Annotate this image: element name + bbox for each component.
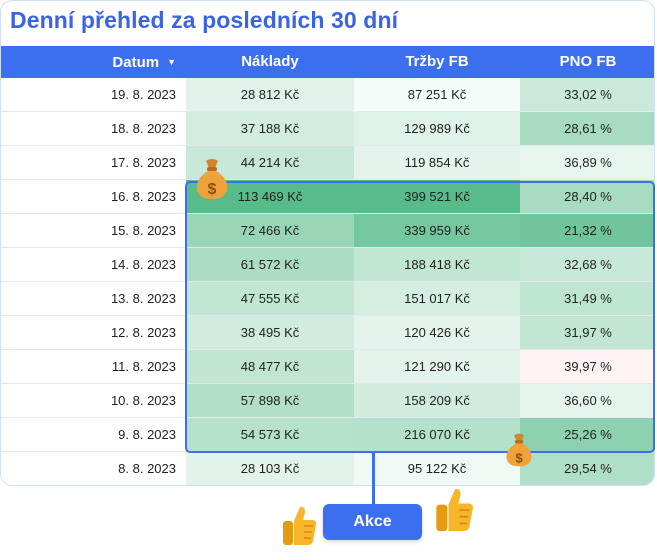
cell-pno: 31,97 % bbox=[520, 316, 654, 349]
table-row: 13. 8. 2023 47 555 Kč 151 017 Kč 31,49 % bbox=[1, 282, 654, 316]
column-header-label: Datum bbox=[112, 54, 160, 71]
cell-datum: 17. 8. 2023 bbox=[1, 146, 186, 179]
cell-trzby: 151 017 Kč bbox=[354, 282, 520, 315]
cell-naklady: 61 572 Kč bbox=[186, 248, 354, 281]
cell-trzby: 216 070 Kč bbox=[354, 418, 520, 451]
cell-datum: 8. 8. 2023 bbox=[1, 452, 186, 485]
cell-datum: 19. 8. 2023 bbox=[1, 78, 186, 111]
cell-naklady: 72 466 Kč bbox=[186, 214, 354, 247]
cell-naklady: 47 555 Kč bbox=[186, 282, 354, 315]
cell-pno: 36,89 % bbox=[520, 146, 654, 179]
cell-datum: 12. 8. 2023 bbox=[1, 316, 186, 349]
cell-trzby: 129 989 Kč bbox=[354, 112, 520, 145]
cell-naklady: 48 477 Kč bbox=[186, 350, 354, 383]
cell-datum: 15. 8. 2023 bbox=[1, 214, 186, 247]
cell-pno: 21,32 % bbox=[520, 214, 654, 247]
thumbs-up-icon bbox=[436, 488, 474, 532]
table-row: 10. 8. 2023 57 898 Kč 158 209 Kč 36,60 % bbox=[1, 384, 654, 418]
cell-trzby: 158 209 Kč bbox=[354, 384, 520, 417]
cell-trzby: 399 521 Kč bbox=[354, 180, 520, 213]
column-header-datum[interactable]: Datum ▼ bbox=[1, 46, 176, 78]
cell-trzby: 87 251 Kč bbox=[354, 78, 520, 111]
highlight-frame bbox=[185, 181, 655, 453]
cell-datum: 18. 8. 2023 bbox=[1, 112, 186, 145]
cell-datum: 11. 8. 2023 bbox=[1, 350, 186, 383]
column-header-naklady[interactable]: Náklady bbox=[241, 53, 299, 70]
table-row: 19. 8. 2023 28 812 Kč 87 251 Kč 33,02 % bbox=[1, 78, 654, 112]
cell-pno: 25,26 % bbox=[520, 418, 654, 451]
cell-pno: 33,02 % bbox=[520, 78, 654, 111]
cell-pno: 39,97 % bbox=[520, 350, 654, 383]
cell-trzby: 188 418 Kč bbox=[354, 248, 520, 281]
cell-naklady: 54 573 Kč bbox=[186, 418, 354, 451]
thumbs-up-icon bbox=[283, 506, 317, 545]
cell-pno: 32,68 % bbox=[520, 248, 654, 281]
cell-pno: 29,54 % bbox=[520, 452, 654, 485]
svg-text:$: $ bbox=[515, 450, 523, 465]
report-card: Denní přehled za posledních 30 dní Datum… bbox=[0, 0, 655, 486]
table-row: 17. 8. 2023 44 214 Kč 119 854 Kč 36,89 % bbox=[1, 146, 654, 180]
cell-pno: 28,40 % bbox=[520, 180, 654, 213]
cell-pno: 36,60 % bbox=[520, 384, 654, 417]
cell-datum: 9. 8. 2023 bbox=[1, 418, 186, 451]
cell-datum: 10. 8. 2023 bbox=[1, 384, 186, 417]
money-bag-icon: $ bbox=[196, 159, 228, 199]
svg-text:$: $ bbox=[208, 181, 217, 198]
connector-line bbox=[372, 452, 375, 504]
cell-datum: 13. 8. 2023 bbox=[1, 282, 186, 315]
cell-trzby: 95 122 Kč bbox=[354, 452, 520, 485]
cell-naklady: 38 495 Kč bbox=[186, 316, 354, 349]
cell-trzby: 119 854 Kč bbox=[354, 146, 520, 179]
cell-trzby: 120 426 Kč bbox=[354, 316, 520, 349]
action-button[interactable]: Akce bbox=[323, 504, 422, 540]
table-row: 16. 8. 2023 113 469 Kč 399 521 Kč 28,40 % bbox=[1, 180, 654, 214]
money-bag-icon: $ bbox=[506, 433, 532, 467]
table-row: 18. 8. 2023 37 188 Kč 129 989 Kč 28,61 % bbox=[1, 112, 654, 146]
table-header: Datum ▼ Náklady Tržby FB PNO FB bbox=[1, 46, 654, 78]
cell-pno: 28,61 % bbox=[520, 112, 654, 145]
table-row: 9. 8. 2023 54 573 Kč 216 070 Kč 25,26 % bbox=[1, 418, 654, 452]
column-header-trzby[interactable]: Tržby FB bbox=[405, 53, 469, 70]
cell-naklady: 37 188 Kč bbox=[186, 112, 354, 145]
cell-pno: 31,49 % bbox=[520, 282, 654, 315]
table-row: 12. 8. 2023 38 495 Kč 120 426 Kč 31,97 % bbox=[1, 316, 654, 350]
cell-naklady: 28 103 Kč bbox=[186, 452, 354, 485]
table-row: 14. 8. 2023 61 572 Kč 188 418 Kč 32,68 % bbox=[1, 248, 654, 282]
cell-naklady: 28 812 Kč bbox=[186, 78, 354, 111]
cell-trzby: 339 959 Kč bbox=[354, 214, 520, 247]
sort-down-icon[interactable]: ▼ bbox=[167, 57, 176, 67]
cell-datum: 14. 8. 2023 bbox=[1, 248, 186, 281]
page-title: Denní přehled za posledních 30 dní bbox=[10, 7, 399, 33]
table-row: 11. 8. 2023 48 477 Kč 121 290 Kč 39,97 % bbox=[1, 350, 654, 384]
table-row: 8. 8. 2023 28 103 Kč 95 122 Kč 29,54 % bbox=[1, 452, 654, 485]
cell-naklady: 57 898 Kč bbox=[186, 384, 354, 417]
column-header-pno[interactable]: PNO FB bbox=[559, 53, 617, 70]
table-row: 15. 8. 2023 72 466 Kč 339 959 Kč 21,32 % bbox=[1, 214, 654, 248]
cell-datum: 16. 8. 2023 bbox=[1, 180, 186, 213]
cell-trzby: 121 290 Kč bbox=[354, 350, 520, 383]
